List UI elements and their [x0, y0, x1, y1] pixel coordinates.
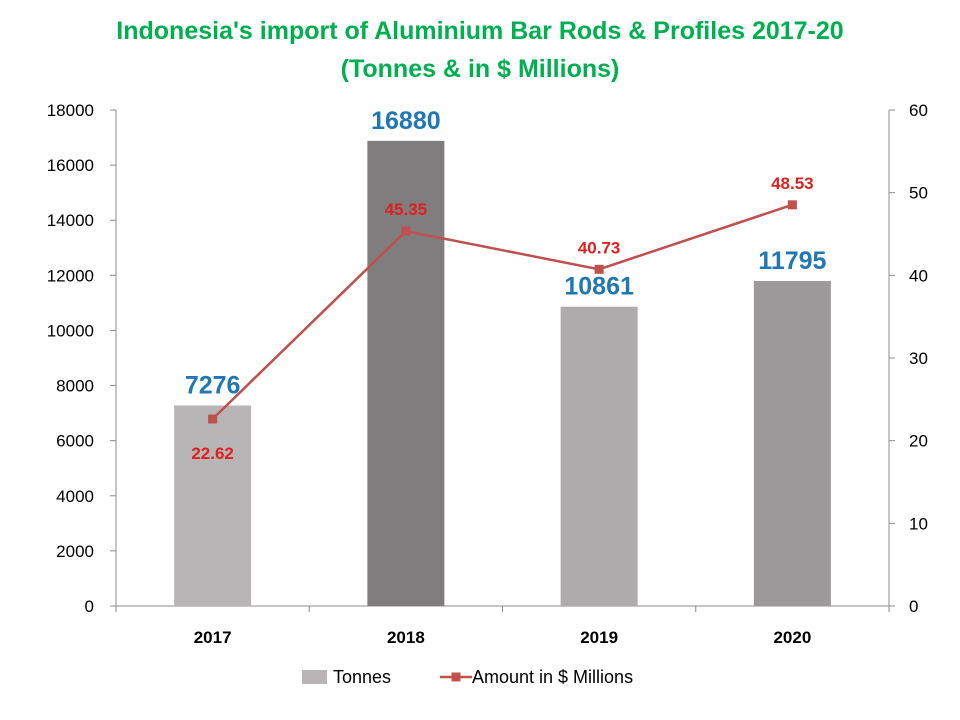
bar-data-label: 7276	[185, 372, 241, 400]
line-data-label: 40.73	[578, 238, 621, 257]
bar-tonnes	[367, 140, 445, 606]
x-tick-label: 2017	[194, 628, 232, 647]
bar-tonnes	[174, 405, 252, 606]
legend-label-tonnes: Tonnes	[333, 667, 391, 687]
right-y-tick-label: 60	[909, 101, 928, 120]
bar-tonnes	[753, 280, 831, 606]
bar-data-label: 10861	[564, 273, 634, 301]
left-y-tick-label: 18000	[47, 101, 94, 120]
left-y-tick-label: 10000	[47, 321, 94, 340]
right-y-tick-label: 20	[909, 432, 928, 451]
left-y-tick-label: 4000	[56, 487, 94, 506]
x-tick-label: 2020	[773, 628, 811, 647]
bar-data-label: 16880	[371, 107, 441, 135]
right-y-tick-label: 30	[909, 349, 928, 368]
line-point-amount	[594, 264, 604, 274]
left-y-tick-label: 2000	[56, 542, 94, 561]
right-y-tick-label: 50	[909, 184, 928, 203]
left-y-tick-label: 16000	[47, 156, 94, 175]
left-y-tick-label: 8000	[56, 377, 94, 396]
bar-data-label: 11795	[758, 247, 826, 275]
x-tick-label: 2018	[387, 628, 425, 647]
series-line-amount	[211, 203, 793, 420]
bar-tonnes	[560, 306, 638, 606]
left-y-tick-label: 0	[85, 597, 94, 616]
line-data-label: 45.35	[385, 200, 428, 219]
legend-label-amount: Amount in $ Millions	[472, 667, 633, 687]
legend-marker-amount	[451, 672, 461, 682]
chart-subtitle: (Tonnes & in $ Millions)	[340, 55, 620, 83]
legend-swatch-tonnes	[302, 670, 327, 684]
right-y-tick-label: 40	[909, 266, 928, 285]
right-y-tick-label: 10	[909, 514, 928, 533]
line-point-amount	[401, 226, 411, 236]
line-data-label: 48.53	[771, 174, 814, 193]
chart-title: Indonesia's import of Aluminium Bar Rods…	[116, 17, 844, 45]
x-tick-label: 2019	[580, 628, 618, 647]
line-point-amount	[208, 414, 218, 424]
left-y-tick-label: 6000	[56, 432, 94, 451]
line-data-label: 22.62	[191, 444, 234, 463]
line-point-amount	[787, 200, 797, 210]
left-y-tick-label: 12000	[47, 266, 94, 285]
right-y-tick-label: 0	[909, 597, 918, 616]
left-y-tick-label: 14000	[47, 211, 94, 230]
